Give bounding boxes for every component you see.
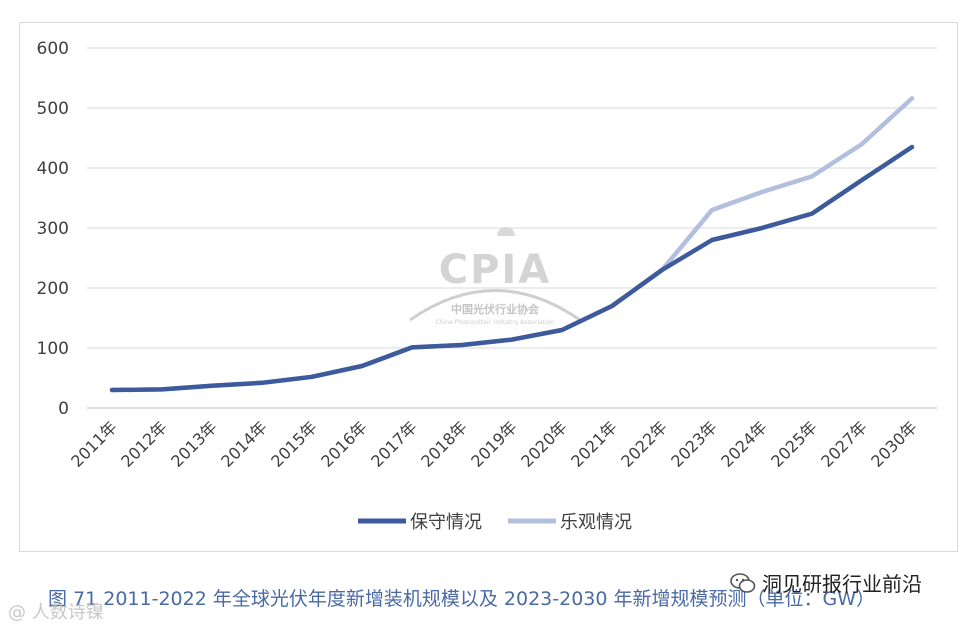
- wechat-icon: [730, 572, 756, 593]
- x-tick-label: 2030年: [867, 417, 921, 471]
- y-tick-label: 300: [37, 219, 69, 239]
- x-tick-label: 2025年: [767, 417, 821, 471]
- x-tick-label: 2015年: [267, 417, 321, 471]
- y-tick-label: 100: [37, 339, 69, 359]
- x-tick-label: 2021年: [567, 417, 621, 471]
- x-tick-label: 2016年: [317, 417, 371, 471]
- x-tick-label: 2023年: [667, 417, 721, 471]
- legend-label: 乐观情况: [560, 512, 632, 533]
- x-tick-label: 2027年: [817, 417, 871, 471]
- chart-frame: 0 100 200 300 400 500 600 CPIA 中国光伏行业协会 China Pho…: [19, 22, 958, 552]
- x-tick-label: 2014年: [217, 417, 271, 471]
- watermark-org-name-en: China Photovoltaic Industry Association: [436, 319, 555, 326]
- watermark-org-name: 中国光伏行业协会: [451, 302, 540, 316]
- source-watermark: @ 人数诗镍: [8, 602, 104, 623]
- y-tick-label: 400: [37, 159, 69, 179]
- series-line-conservative: [109, 144, 915, 393]
- series-line-optimistic: [109, 96, 915, 393]
- y-tick-label: 0: [58, 399, 69, 419]
- watermark-sun-icon: [497, 227, 515, 236]
- y-tick-label: 600: [37, 39, 69, 59]
- x-tick-label: 2018年: [417, 417, 471, 471]
- line-chart: 0 100 200 300 400 500 600 CPIA 中国光伏行业协会 China Pho…: [37, 39, 937, 533]
- watermark-logo-text: CPIA: [439, 247, 552, 293]
- figure-caption: 图 71 2011-2022 年全球光伏年度新增装机规模以及 2023-2030…: [48, 588, 876, 610]
- account-label: 洞见研报行业前沿: [730, 568, 922, 597]
- x-tick-label: 2019年: [467, 417, 521, 471]
- y-tick-label: 500: [37, 99, 69, 119]
- watermark-arc: [409, 289, 581, 322]
- x-tick-label: 2022年: [617, 417, 671, 471]
- x-tick-label: 2017年: [367, 417, 421, 471]
- account-name: 洞见研报行业前沿: [762, 572, 922, 596]
- legend-label: 保守情况: [410, 512, 482, 533]
- x-tick-label: 2024年: [717, 417, 771, 471]
- x-tick-label: 2020年: [517, 417, 571, 471]
- y-tick-label: 200: [37, 279, 69, 299]
- x-tick-label: 2012年: [117, 417, 171, 471]
- x-tick-label: 2011年: [67, 417, 121, 471]
- x-tick-label: 2013年: [167, 417, 221, 471]
